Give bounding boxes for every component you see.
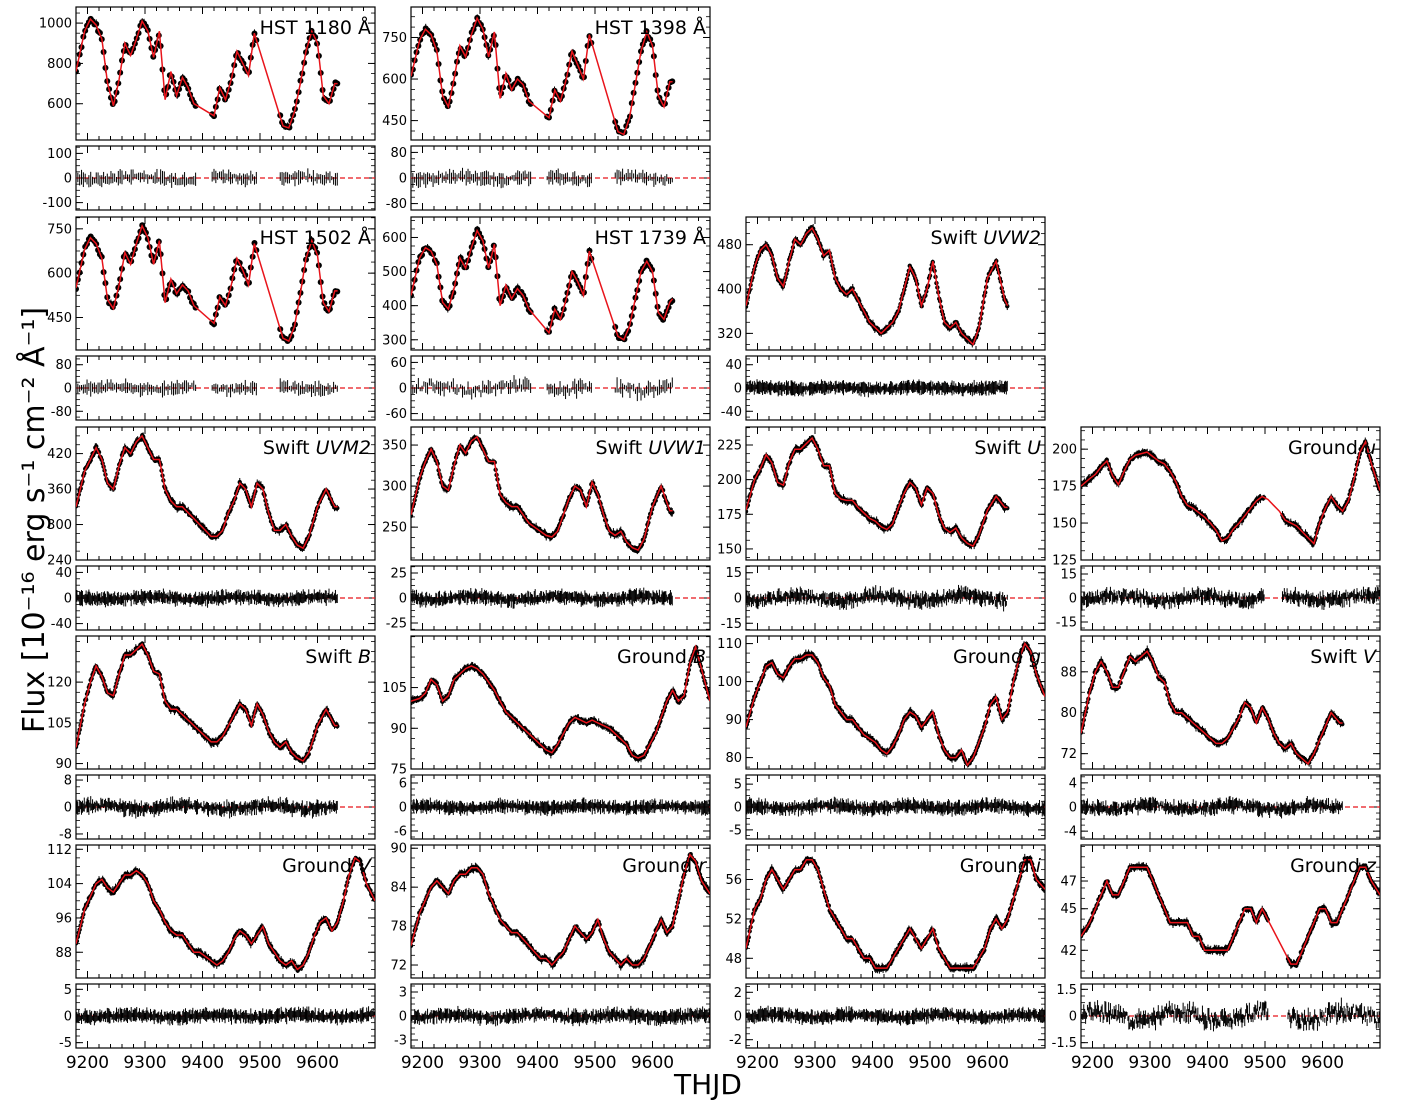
uvm2-model-line	[76, 434, 338, 550]
uvm2-main-ytick-label: 420	[47, 447, 72, 462]
uvm2-resid-ytick-label: 40	[55, 566, 72, 581]
hst1502-plot-area	[76, 222, 341, 345]
hst1739-plot-area	[411, 225, 676, 343]
uvw2-main-ytick-label: 400	[717, 283, 742, 298]
uvw2-resid-ytick-label: 0	[734, 382, 742, 397]
hst1398-resid-ytick-label: 0	[399, 172, 407, 187]
hst1398-main-ytick-label: 750	[382, 31, 407, 46]
panel-hst1739: 300 400 500 600 HST 1739 Å -60 0 60	[382, 216, 711, 422]
hst1398-plot-area	[411, 14, 676, 136]
hst1180-resid-ytick-label: -100	[42, 196, 72, 211]
hst1502-main-ytick-label: 750	[47, 222, 72, 237]
panel-uvw1: 250 300 350 Swift UVW1 -25 0 25	[382, 426, 711, 632]
hst1180-resid-ytick-label: 100	[47, 147, 72, 162]
uvw1-main-ytick-label: 300	[382, 480, 407, 495]
hst1739-data-point	[669, 297, 676, 304]
hst1180-data-point	[93, 20, 100, 27]
uvm2-main-ytick-label: 240	[47, 554, 72, 569]
hst1180-resid-area	[76, 168, 375, 188]
hst1739-data-point	[586, 247, 593, 254]
hst1398-data-point	[527, 100, 534, 107]
hst1398-model-line	[411, 16, 673, 136]
hst1502-data-point	[251, 239, 258, 246]
hst1180-plot-area	[76, 15, 341, 131]
uvw2-resid-area	[746, 379, 1045, 398]
uvw2-title: Swift UVW2	[930, 227, 1041, 249]
uvm2-resid-ytick-label: -40	[51, 617, 72, 632]
panel-hst1502: 450 600 750 HST 1502 Å -80 0 80	[47, 216, 376, 421]
hst1739-main-ytick-label: 600	[382, 231, 407, 246]
uvm2-plot-area	[76, 432, 340, 552]
hst1739-main-ytick-label: 400	[382, 299, 407, 314]
uvm2-main-ytick-label: 300	[47, 518, 72, 533]
uvm2-main-ytick-label: 360	[47, 483, 72, 498]
hst1398-resid-area	[411, 167, 710, 189]
hst1180-main-ytick-label: 1000	[39, 17, 72, 32]
uvm2-title: Swift UVM2	[263, 437, 371, 459]
panel-uvm2: 240 300 360 420 Swift UVM2 -40 0 40	[47, 426, 376, 632]
uvw2-resid-ytick-label: 40	[725, 358, 742, 373]
hst1398-resid-ytick-label: -80	[386, 197, 407, 212]
hst1739-main-ytick-label: 500	[382, 265, 407, 280]
hst1398-main-ytick-label: 600	[382, 73, 407, 88]
uvw1-resid-ytick-label: -25	[386, 617, 407, 632]
uvw2-main-ytick-label: 480	[717, 238, 742, 253]
uvw1-model-line	[411, 435, 673, 552]
uvw2-model-line	[746, 226, 1009, 346]
uvw2-main-ytick-label: 320	[717, 327, 742, 342]
hst1739-main-ytick-label: 300	[382, 333, 407, 348]
hst1502-main-ytick-label: 450	[47, 311, 72, 326]
hst1180-main-ytick-label: 800	[47, 57, 72, 72]
hst1502-resid-area	[76, 378, 375, 398]
hst1739-resid-ytick-label: 60	[390, 356, 407, 371]
hst1739-resid-area	[411, 375, 710, 402]
hst1739-model-line	[411, 228, 674, 341]
hst1180-main-ytick-label: 600	[47, 97, 72, 112]
hst1398-main-ytick-label: 450	[382, 114, 407, 129]
hst1180-resid-ytick-label: 0	[64, 172, 72, 187]
panel-uvw2: 320 400 480 Swift UVW2 -40 0 40	[717, 216, 1046, 421]
hst1502-resid-ytick-label: 80	[55, 358, 72, 373]
uvw1-main-ytick-label: 350	[382, 439, 407, 454]
uvm2-resid-ytick-label: 0	[64, 592, 72, 607]
hst1502-main-ytick-label: 600	[47, 267, 72, 282]
uvw2-data-point	[1005, 303, 1010, 309]
hst1180-model-line	[76, 17, 338, 129]
hst1502-title: HST 1502 Å	[260, 226, 371, 249]
uvw2-resid-ytick-label: -40	[721, 405, 742, 420]
uvw1-resid-ytick-label: 25	[390, 567, 407, 582]
uvw1-title: Swift UVW1	[595, 437, 706, 459]
uvw1-plot-area	[411, 434, 675, 555]
panel-hst1180: 600 800 1000 HST 1180 Å -100 0 100	[39, 6, 376, 211]
hst1180-title: HST 1180 Å	[260, 16, 371, 39]
hst1502-model-line	[76, 223, 338, 343]
uvm2-resid-area	[76, 588, 375, 608]
hst1739-title: HST 1739 Å	[595, 226, 706, 249]
hst1398-title: HST 1398 Å	[595, 16, 706, 39]
hst1739-resid-ytick-label: -60	[386, 407, 407, 422]
hst1502-resid-ytick-label: -80	[51, 405, 72, 420]
hst1398-resid-ytick-label: 80	[390, 146, 407, 161]
hst1739-resid-ytick-label: 0	[399, 382, 407, 397]
uvw1-resid-ytick-label: 0	[399, 592, 407, 607]
uvw2-plot-area	[746, 224, 1010, 348]
uvw1-main-ytick-label: 250	[382, 521, 407, 536]
hst1502-resid-ytick-label: 0	[64, 382, 72, 397]
panel-hst1398: 450 600 750 HST 1398 Å -80 0 80	[382, 6, 711, 212]
